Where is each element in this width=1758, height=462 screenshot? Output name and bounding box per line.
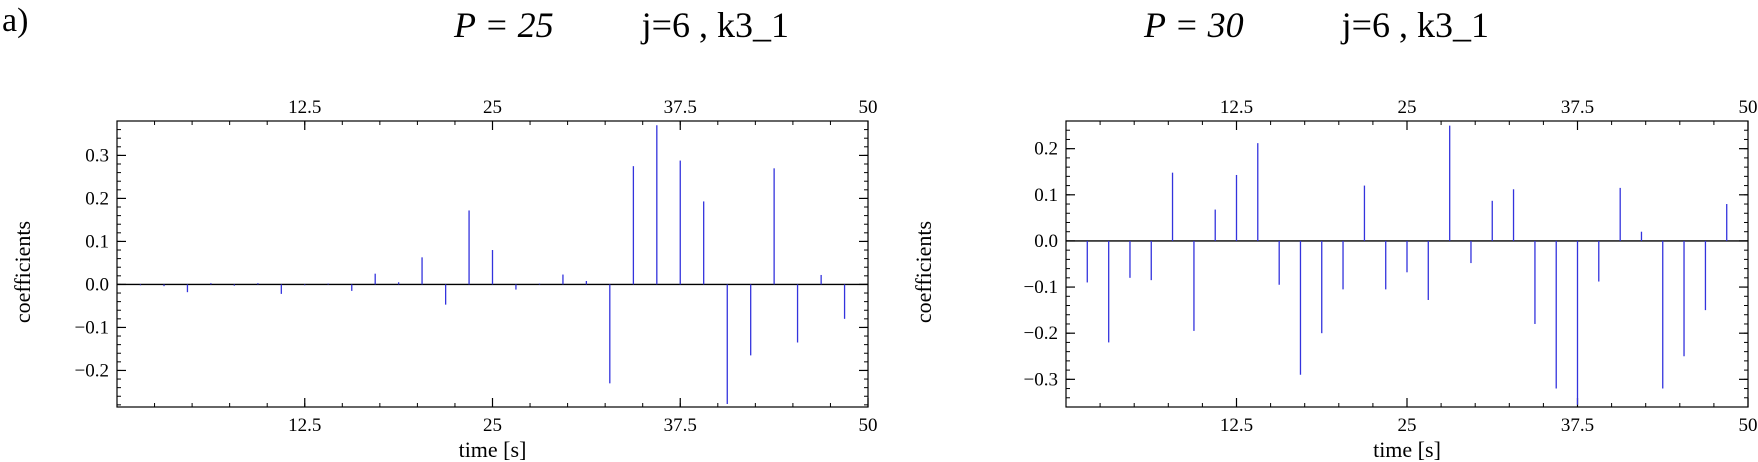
x-tick-label: 37.5 bbox=[664, 415, 697, 436]
x-tick-label-top: 12.5 bbox=[288, 97, 321, 118]
y-tick-label: −0.2 bbox=[1024, 323, 1058, 344]
chart-1-title: P = 25 j=6 , k3_1 bbox=[454, 4, 789, 46]
y-tick-label: 0.0 bbox=[1034, 231, 1058, 252]
x-tick-label: 50 bbox=[1739, 415, 1758, 436]
x-tick-label: 12.5 bbox=[288, 415, 321, 436]
x-tick-label: 37.5 bbox=[1561, 415, 1594, 436]
y-tick-label: 0.2 bbox=[85, 188, 109, 209]
y-tick-label: 0.1 bbox=[85, 231, 109, 252]
chart-1-title-j: j=6 , k3_1 bbox=[641, 5, 789, 45]
chart-2-title-p: P = 30 bbox=[1144, 5, 1244, 45]
panel-label: a) bbox=[2, 2, 29, 39]
x-tick-label: 25 bbox=[1398, 415, 1417, 436]
x-axis-label: time [s] bbox=[459, 437, 527, 462]
chart-2: 12.5 12.5 25 25 37.5 37.5 50 50 −0.3 −0.2 −0.1 0.0 0… bbox=[911, 97, 1758, 462]
x-tick-label-top: 50 bbox=[859, 97, 878, 118]
y-tick-label: −0.1 bbox=[1024, 277, 1058, 298]
y-tick-label: 0.0 bbox=[85, 274, 109, 295]
chart-2-title-j: j=6 , k3_1 bbox=[1341, 5, 1489, 45]
x-tick-label-top: 25 bbox=[483, 97, 502, 118]
x-tick-label: 12.5 bbox=[1220, 415, 1253, 436]
x-tick-label-top: 12.5 bbox=[1220, 97, 1253, 118]
y-tick-label: −0.3 bbox=[1024, 369, 1058, 390]
y-tick-label: 0.1 bbox=[1034, 185, 1058, 206]
y-tick-label: −0.2 bbox=[75, 360, 109, 381]
y-tick-label: 0.3 bbox=[85, 145, 109, 166]
x-tick-label-top: 50 bbox=[1739, 97, 1758, 118]
x-tick-label-top: 25 bbox=[1398, 97, 1417, 118]
y-tick-label: 0.2 bbox=[1034, 139, 1058, 160]
chart-1-title-p: P = 25 bbox=[454, 5, 554, 45]
x-axis-label: time [s] bbox=[1373, 437, 1441, 462]
y-axis-label: coefficients bbox=[911, 221, 936, 323]
chart-1: 12.5 12.5 25 25 37.5 37.5 50 50 −0.2 −0.1 0.0 0.1 0.… bbox=[10, 97, 878, 462]
x-tick-label-top: 37.5 bbox=[664, 97, 697, 118]
x-tick-label: 50 bbox=[859, 415, 878, 436]
chart-2-title: P = 30 j=6 , k3_1 bbox=[1144, 4, 1489, 46]
x-tick-label-top: 37.5 bbox=[1561, 97, 1594, 118]
y-axis-label: coefficients bbox=[10, 221, 35, 323]
x-tick-label: 25 bbox=[483, 415, 502, 436]
y-tick-label: −0.1 bbox=[75, 317, 109, 338]
